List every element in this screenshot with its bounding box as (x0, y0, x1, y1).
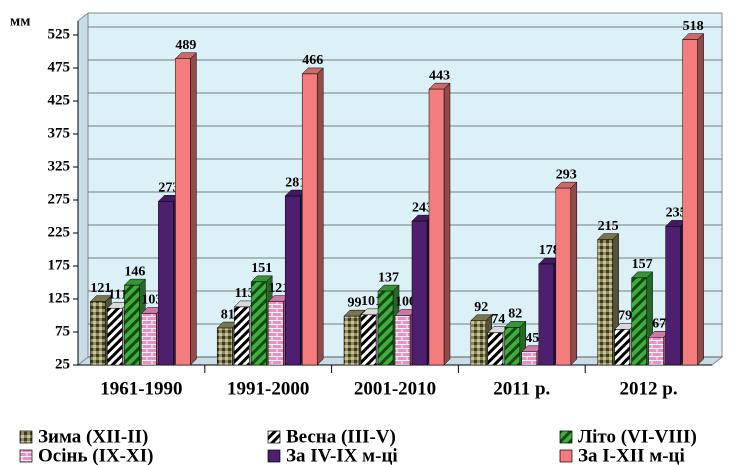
bar (267, 301, 284, 366)
value-label: 466 (302, 53, 323, 68)
y-tick-label: 225 (48, 224, 71, 240)
bar (631, 277, 647, 366)
bar (141, 313, 157, 366)
legend-swatch (267, 449, 281, 463)
value-label: 151 (251, 261, 272, 276)
legend-swatch (19, 449, 33, 463)
legend-label: Осінь (IX-XI) (38, 445, 153, 465)
value-label: 146 (124, 264, 145, 279)
bar-side (190, 52, 197, 366)
value-label: 443 (429, 68, 450, 83)
bar (216, 327, 233, 366)
legend-swatch (19, 430, 33, 444)
value-label: 113 (235, 286, 255, 301)
value-label: 489 (175, 38, 196, 53)
y-tick-label: 525 (48, 26, 71, 42)
bar (682, 39, 698, 366)
bar (428, 88, 445, 366)
bar (301, 73, 318, 366)
bar (158, 201, 174, 366)
value-label: 82 (508, 307, 522, 322)
value-label: 518 (683, 19, 704, 34)
y-tick-label: 75 (55, 323, 70, 339)
bar-side (570, 181, 578, 366)
bar-side (443, 82, 451, 366)
x-tick-label: 2012 р. (620, 378, 678, 399)
value-label: 235 (666, 206, 687, 221)
y-tick-label: 475 (48, 59, 71, 75)
value-label: 74 (491, 312, 505, 327)
bar (648, 337, 664, 366)
bar (284, 195, 301, 366)
y-tick-label: 175 (48, 257, 71, 273)
value-label: 92 (474, 300, 488, 315)
x-tick-label: 2001-2010 (354, 378, 436, 399)
value-label: 215 (598, 219, 619, 234)
side-wall (77, 11, 89, 367)
bar (394, 315, 411, 366)
bar (360, 314, 377, 366)
value-label: 45 (525, 331, 539, 346)
bar (377, 290, 394, 366)
bar (343, 315, 360, 366)
bar (538, 263, 555, 366)
legend-swatch (267, 430, 281, 444)
bar (175, 58, 191, 366)
legend-swatch (559, 430, 573, 444)
value-label: 101 (361, 294, 382, 309)
value-label: 67 (652, 316, 666, 331)
value-label: 121 (90, 281, 111, 296)
bar (555, 187, 572, 366)
y-tick-label: 325 (48, 158, 71, 174)
bar (614, 329, 630, 366)
value-label: 79 (618, 309, 632, 324)
value-label: 103 (141, 293, 162, 308)
value-label: 121 (268, 281, 289, 296)
value-label: 157 (632, 257, 653, 272)
y-axis-label: мм (10, 13, 30, 29)
y-tick-label: 275 (48, 191, 71, 207)
value-label: 137 (378, 270, 399, 285)
x-tick-label: 2011 р. (493, 378, 550, 399)
value-label: 100 (395, 295, 416, 310)
value-label: 178 (539, 243, 560, 258)
bar (233, 306, 250, 366)
bar (90, 301, 106, 366)
bar (470, 320, 487, 366)
bar (487, 332, 504, 366)
bar (124, 284, 140, 366)
value-label: 281 (285, 175, 306, 190)
bar-side (697, 33, 704, 366)
bar (107, 307, 123, 366)
legend-label: За I-XII м-ці (578, 445, 685, 465)
bar (597, 239, 613, 366)
bar (250, 281, 267, 366)
value-label: 293 (556, 167, 577, 182)
legend-label: Зима (XII-II) (38, 426, 148, 447)
bar-side (316, 67, 324, 366)
bar (521, 351, 538, 366)
y-tick-label: 425 (48, 92, 71, 108)
legend-label: За IV-IX м-ці (286, 445, 398, 465)
value-label: 243 (412, 200, 433, 215)
value-label: 99 (348, 295, 362, 310)
x-tick-label: 1991-2000 (227, 378, 309, 399)
value-label: 111 (108, 287, 127, 302)
bar (411, 220, 428, 366)
legend-label: Літо (VI-VIII) (578, 426, 697, 447)
value-label: 273 (158, 181, 179, 196)
y-tick-label: 125 (48, 290, 71, 306)
x-tick-label: 1961-1990 (100, 378, 182, 399)
y-tick-label: 25 (55, 356, 70, 372)
value-label: 81 (221, 307, 235, 322)
y-tick-label: 375 (48, 125, 71, 141)
legend-label: Весна (III-V) (286, 426, 396, 447)
legend-swatch (559, 449, 573, 463)
bar (665, 226, 681, 366)
bar (504, 327, 521, 366)
